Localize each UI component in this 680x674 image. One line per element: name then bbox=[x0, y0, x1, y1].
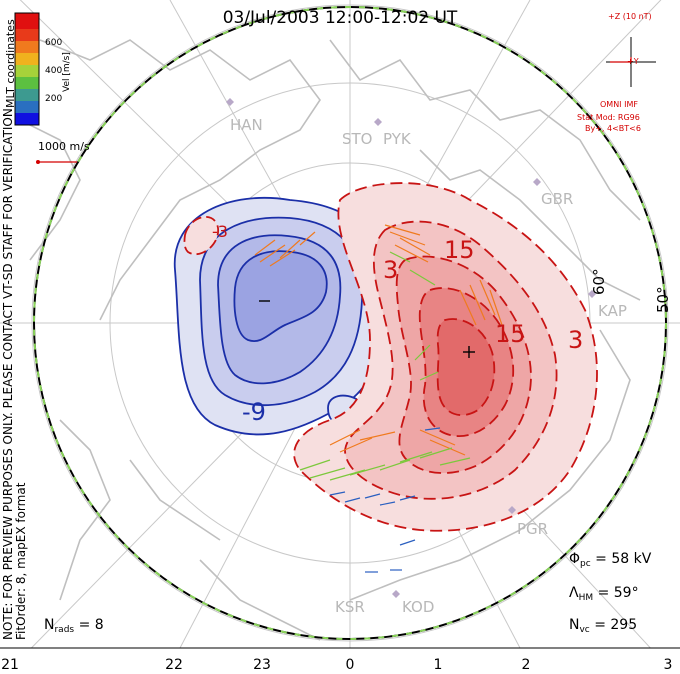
contour-label-15-right: 15 bbox=[495, 320, 526, 348]
preview-note: NOTE: FOR PREVIEW PURPOSES ONLY. PLEASE … bbox=[1, 104, 28, 640]
mlt-label-2: 2 bbox=[521, 657, 531, 673]
velocity-scale-vector bbox=[36, 160, 77, 164]
vectors-green bbox=[299, 251, 471, 481]
imf-condition: By+, 4<BT<6 bbox=[585, 124, 641, 133]
colorbar-tick-200: 200 bbox=[45, 94, 63, 104]
mlt-label-3: 3 bbox=[663, 657, 673, 673]
colorbar-tick-600: 600 bbox=[45, 38, 63, 48]
station-kap: KAP bbox=[598, 302, 627, 320]
mlt-label-22: 22 bbox=[165, 657, 183, 673]
station-gbr: GBR bbox=[541, 190, 574, 208]
velocity-colorbar bbox=[14, 12, 40, 126]
radar-count: Nrads = 8 bbox=[44, 617, 104, 635]
pos-contour-5 bbox=[436, 318, 496, 416]
station-pgr: PGR bbox=[517, 520, 549, 538]
station-kod: KOD bbox=[402, 598, 435, 616]
imf-clock-dial bbox=[606, 37, 656, 87]
station-sto: STO bbox=[342, 130, 373, 148]
positive-potential-cell bbox=[183, 182, 598, 532]
vectors-orange bbox=[254, 224, 503, 456]
station-han: HAN bbox=[230, 116, 263, 134]
vector-count: Nvc = 295 bbox=[569, 617, 638, 635]
contour-label-3-right: 3 bbox=[568, 326, 584, 354]
station-markers bbox=[226, 98, 596, 598]
station-ksr: KSR bbox=[335, 598, 365, 616]
mlt-label-21: 21 bbox=[1, 657, 19, 673]
mlt-label-0: 0 bbox=[345, 657, 355, 673]
negative-potential-cell bbox=[173, 196, 386, 436]
imf-source: OMNI IMF bbox=[600, 100, 638, 109]
vectors-blue bbox=[329, 427, 441, 573]
coordinate-system-label: MLT coordinates bbox=[4, 19, 17, 108]
contour-label-neg9: -9 bbox=[242, 398, 266, 426]
colorbar-tick-400: 400 bbox=[45, 66, 63, 76]
cross-polar-potential: Φpc = 58 kV bbox=[569, 551, 652, 569]
mlt-label-1: 1 bbox=[433, 657, 443, 673]
contour-label-15-upper: 15 bbox=[444, 236, 475, 264]
map-title: 03/Jul/2003 12:00-12:02 UT bbox=[222, 8, 458, 28]
mlt-label-23: 23 bbox=[253, 657, 271, 673]
hm-boundary-latitude: ΛHM = 59° bbox=[569, 585, 639, 603]
imf-y-axis-label: +Y bbox=[627, 57, 639, 66]
velocity-scale-label: 1000 m/s bbox=[38, 140, 90, 153]
latitude-label-60: 60° bbox=[590, 268, 608, 295]
contour-label-neg3: -3 bbox=[212, 222, 228, 241]
latitude-label-50: 50° bbox=[654, 286, 672, 313]
station-pyk: PYK bbox=[383, 130, 411, 148]
neg-contour-4 bbox=[233, 250, 328, 342]
velocity-vectors bbox=[254, 224, 503, 573]
imf-z-axis-label: +Z (10 nT) bbox=[608, 12, 652, 21]
colorbar-label: Vel [m/s] bbox=[62, 52, 72, 92]
pos-contour-small bbox=[183, 216, 219, 255]
hm-boundary-dash bbox=[33, 6, 667, 640]
stat-model: Stat Mod: RG96 bbox=[577, 113, 640, 122]
contour-label-3-upper: 3 bbox=[383, 256, 399, 284]
